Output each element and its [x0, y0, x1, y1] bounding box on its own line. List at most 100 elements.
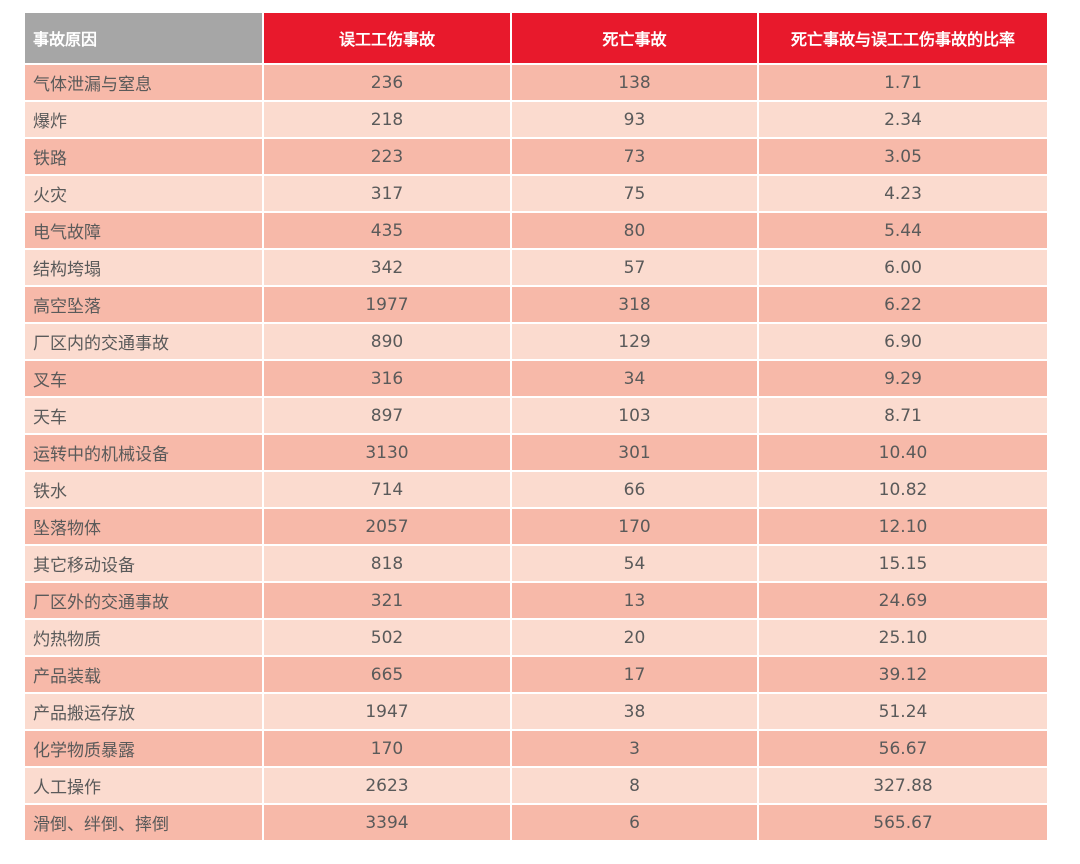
table-row: 滑倒、绊倒、摔倒 3394 6 565.67 [25, 805, 1047, 840]
header-cell: 死亡事故与误工工伤事故的比率 [759, 13, 1047, 63]
value-cell: 316 [264, 361, 510, 396]
table-row: 电气故障 435 80 5.44 [25, 213, 1047, 248]
value-cell: 56.67 [759, 731, 1047, 766]
table-row: 结构垮塌 342 57 6.00 [25, 250, 1047, 285]
value-cell: 890 [264, 324, 510, 359]
table-row: 产品搬运存放 1947 38 51.24 [25, 694, 1047, 729]
value-cell: 318 [512, 287, 757, 322]
value-cell: 714 [264, 472, 510, 507]
value-cell: 138 [512, 65, 757, 100]
value-cell: 818 [264, 546, 510, 581]
value-cell: 10.40 [759, 435, 1047, 470]
value-cell: 435 [264, 213, 510, 248]
value-cell: 10.82 [759, 472, 1047, 507]
value-cell: 502 [264, 620, 510, 655]
cause-cell: 产品搬运存放 [25, 694, 262, 729]
value-cell: 93 [512, 102, 757, 137]
value-cell: 3 [512, 731, 757, 766]
value-cell: 38 [512, 694, 757, 729]
value-cell: 54 [512, 546, 757, 581]
value-cell: 1977 [264, 287, 510, 322]
value-cell: 565.67 [759, 805, 1047, 840]
value-cell: 80 [512, 213, 757, 248]
cause-cell: 结构垮塌 [25, 250, 262, 285]
table-row: 高空坠落 1977 318 6.22 [25, 287, 1047, 322]
value-cell: 327.88 [759, 768, 1047, 803]
value-cell: 6 [512, 805, 757, 840]
table-row: 厂区外的交通事故 321 13 24.69 [25, 583, 1047, 618]
table-row: 产品装载 665 17 39.12 [25, 657, 1047, 692]
cause-cell: 铁路 [25, 139, 262, 174]
table-row: 气体泄漏与窒息 236 138 1.71 [25, 65, 1047, 100]
value-cell: 6.00 [759, 250, 1047, 285]
header-cell: 死亡事故 [512, 13, 757, 63]
table-body: 气体泄漏与窒息 236 138 1.71 爆炸 218 93 2.34 铁路 223 73 3.05 火… [25, 65, 1047, 840]
cause-cell: 天车 [25, 398, 262, 433]
value-cell: 39.12 [759, 657, 1047, 692]
value-cell: 34 [512, 361, 757, 396]
cause-cell: 坠落物体 [25, 509, 262, 544]
value-cell: 218 [264, 102, 510, 137]
value-cell: 2057 [264, 509, 510, 544]
table-row: 其它移动设备 818 54 15.15 [25, 546, 1047, 581]
value-cell: 5.44 [759, 213, 1047, 248]
value-cell: 2623 [264, 768, 510, 803]
cause-cell: 厂区外的交通事故 [25, 583, 262, 618]
header-cell: 事故原因 [25, 13, 262, 63]
cause-cell: 高空坠落 [25, 287, 262, 322]
value-cell: 6.90 [759, 324, 1047, 359]
cause-cell: 人工操作 [25, 768, 262, 803]
value-cell: 301 [512, 435, 757, 470]
table-row: 化学物质暴露 170 3 56.67 [25, 731, 1047, 766]
table-row: 运转中的机械设备 3130 301 10.40 [25, 435, 1047, 470]
cause-cell: 灼热物质 [25, 620, 262, 655]
cause-cell: 化学物质暴露 [25, 731, 262, 766]
table-row: 铁水 714 66 10.82 [25, 472, 1047, 507]
value-cell: 1.71 [759, 65, 1047, 100]
accident-table: 事故原因 误工工伤事故 死亡事故 死亡事故与误工工伤事故的比率 气体泄漏与窒息 236 1… [23, 11, 1049, 842]
value-cell: 129 [512, 324, 757, 359]
value-cell: 51.24 [759, 694, 1047, 729]
value-cell: 8.71 [759, 398, 1047, 433]
cause-cell: 火灾 [25, 176, 262, 211]
header-cell: 误工工伤事故 [264, 13, 510, 63]
value-cell: 75 [512, 176, 757, 211]
value-cell: 236 [264, 65, 510, 100]
value-cell: 170 [512, 509, 757, 544]
value-cell: 321 [264, 583, 510, 618]
value-cell: 24.69 [759, 583, 1047, 618]
value-cell: 317 [264, 176, 510, 211]
value-cell: 17 [512, 657, 757, 692]
cause-cell: 叉车 [25, 361, 262, 396]
value-cell: 57 [512, 250, 757, 285]
table-row: 爆炸 218 93 2.34 [25, 102, 1047, 137]
value-cell: 897 [264, 398, 510, 433]
value-cell: 103 [512, 398, 757, 433]
value-cell: 170 [264, 731, 510, 766]
value-cell: 6.22 [759, 287, 1047, 322]
table-row: 厂区内的交通事故 890 129 6.90 [25, 324, 1047, 359]
value-cell: 665 [264, 657, 510, 692]
value-cell: 73 [512, 139, 757, 174]
cause-cell: 其它移动设备 [25, 546, 262, 581]
value-cell: 13 [512, 583, 757, 618]
cause-cell: 厂区内的交通事故 [25, 324, 262, 359]
cause-cell: 气体泄漏与窒息 [25, 65, 262, 100]
header-row: 事故原因 误工工伤事故 死亡事故 死亡事故与误工工伤事故的比率 [25, 13, 1047, 63]
value-cell: 8 [512, 768, 757, 803]
value-cell: 2.34 [759, 102, 1047, 137]
table-row: 人工操作 2623 8 327.88 [25, 768, 1047, 803]
value-cell: 3.05 [759, 139, 1047, 174]
cause-cell: 爆炸 [25, 102, 262, 137]
value-cell: 1947 [264, 694, 510, 729]
table-row: 叉车 316 34 9.29 [25, 361, 1047, 396]
table-row: 铁路 223 73 3.05 [25, 139, 1047, 174]
cause-cell: 产品装载 [25, 657, 262, 692]
table-row: 天车 897 103 8.71 [25, 398, 1047, 433]
value-cell: 223 [264, 139, 510, 174]
value-cell: 25.10 [759, 620, 1047, 655]
cause-cell: 运转中的机械设备 [25, 435, 262, 470]
value-cell: 9.29 [759, 361, 1047, 396]
value-cell: 12.10 [759, 509, 1047, 544]
